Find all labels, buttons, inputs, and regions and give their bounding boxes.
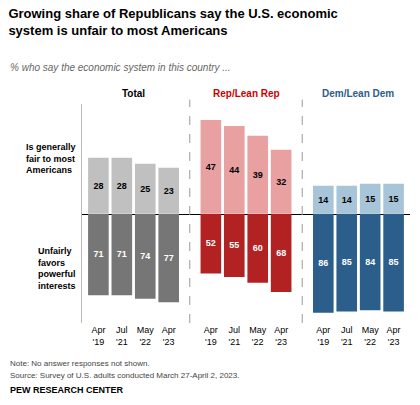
svg-text:Growing share of Republicans s: Growing share of Republicans say the U.S… — [8, 6, 337, 38]
svg-text:84: 84 — [365, 257, 375, 267]
svg-text:23: 23 — [164, 186, 174, 196]
svg-text:85: 85 — [389, 257, 399, 267]
svg-text:Jul'21: Jul'21 — [116, 325, 128, 347]
svg-text:Apr'19: Apr'19 — [91, 325, 105, 347]
svg-text:Jul'21: Jul'21 — [228, 325, 240, 347]
svg-text:Note: No answer responses not: Note: No answer responses not shown. — [10, 359, 150, 368]
svg-text:Total: Total — [122, 88, 145, 99]
svg-text:Unfairlyfavorspowerfulinterest: Unfairlyfavorspowerfulinterests — [38, 246, 76, 291]
svg-text:Apr'23: Apr'23 — [387, 325, 401, 347]
svg-text:71: 71 — [117, 249, 127, 259]
svg-text:Apr'19: Apr'19 — [204, 325, 218, 347]
svg-text:May'22: May'22 — [137, 325, 155, 347]
svg-text:15: 15 — [389, 194, 399, 204]
svg-text:14: 14 — [318, 195, 328, 205]
svg-text:44: 44 — [229, 165, 239, 175]
svg-text:Apr'19: Apr'19 — [316, 325, 330, 347]
svg-text:32: 32 — [276, 177, 286, 187]
svg-text:74: 74 — [140, 251, 150, 261]
svg-text:39: 39 — [253, 170, 263, 180]
svg-text:55: 55 — [229, 240, 239, 250]
svg-text:Rep/Lean Rep: Rep/Lean Rep — [213, 88, 280, 99]
svg-text:May'22: May'22 — [249, 325, 267, 347]
svg-text:68: 68 — [276, 248, 286, 258]
svg-text:Is generallyfair to mostAmeric: Is generallyfair to mostAmericans — [26, 142, 76, 175]
svg-text:47: 47 — [206, 162, 216, 172]
svg-text:85: 85 — [342, 257, 352, 267]
svg-text:25: 25 — [140, 184, 150, 194]
svg-text:52: 52 — [206, 238, 216, 248]
svg-text:Source: Survey of U.S. adults: Source: Survey of U.S. adults conducted … — [10, 371, 239, 380]
svg-text:Apr'23: Apr'23 — [274, 325, 288, 347]
svg-text:14: 14 — [342, 195, 352, 205]
svg-text:Jul'21: Jul'21 — [341, 325, 353, 347]
svg-text:28: 28 — [93, 181, 103, 191]
svg-text:Apr'23: Apr'23 — [162, 325, 176, 347]
svg-text:PEW RESEARCH CENTER: PEW RESEARCH CENTER — [10, 385, 124, 395]
svg-text:60: 60 — [253, 243, 263, 253]
svg-text:Dem/Lean Dem: Dem/Lean Dem — [322, 88, 394, 99]
svg-text:May'22: May'22 — [362, 325, 380, 347]
svg-text:86: 86 — [318, 258, 328, 268]
svg-text:% who say the economic system: % who say the economic system in this co… — [10, 62, 231, 73]
svg-text:15: 15 — [365, 194, 375, 204]
svg-text:28: 28 — [117, 181, 127, 191]
svg-text:71: 71 — [93, 249, 103, 259]
svg-text:77: 77 — [164, 253, 174, 263]
